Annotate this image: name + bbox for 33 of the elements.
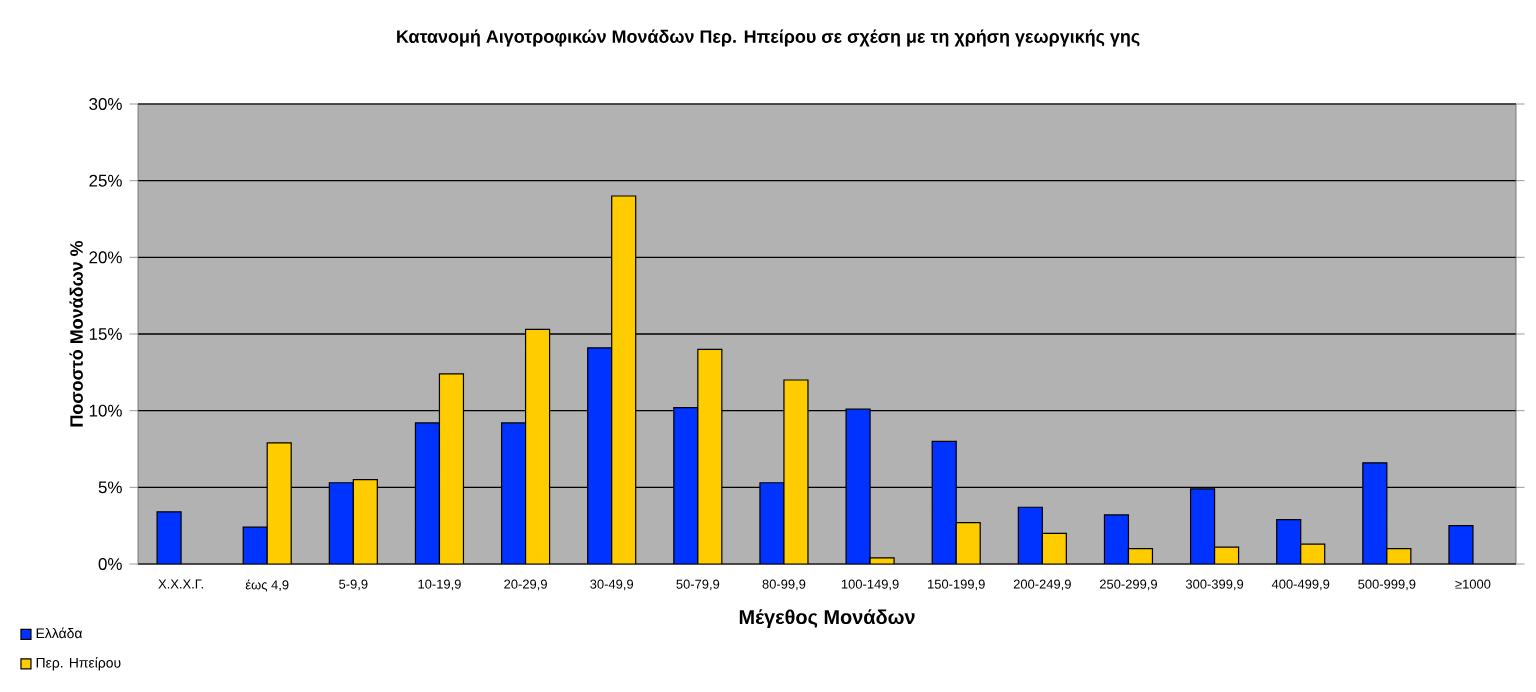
bar (1362, 462, 1388, 564)
y-axis-title: Ποσοστό Μονάδων % (69, 240, 83, 427)
bar (1276, 518, 1302, 564)
bar (1041, 532, 1067, 564)
bar (955, 522, 981, 564)
bar (500, 422, 527, 564)
bar (438, 373, 465, 564)
bar (611, 195, 637, 564)
bar (242, 526, 268, 564)
y-tick-label: 25% (89, 174, 122, 187)
bar (673, 407, 699, 564)
bar (266, 442, 292, 564)
bar (352, 479, 378, 564)
bar (697, 348, 723, 564)
bar (783, 379, 809, 564)
y-tick-label: 0% (98, 558, 122, 570)
bar (328, 482, 354, 564)
chart-title: Κατανομή Αιγοτροφικών Μονάδων Περ. Ηπείρου σε σχέση με τη χρήση γεωργικής γης (397, 29, 1140, 47)
bar (1103, 514, 1130, 564)
bar (1189, 488, 1216, 564)
y-tick-label: 20% (89, 251, 122, 264)
bar (587, 347, 613, 564)
bar (759, 482, 785, 564)
y-tick-label: 10% (89, 404, 122, 417)
y-tick-label: 5% (98, 481, 122, 494)
y-tick-label: 30% (89, 98, 122, 110)
bar (1017, 506, 1043, 564)
bar (414, 422, 441, 564)
x-axis-title: Μέγεθος Μονάδων (739, 609, 915, 629)
bar (845, 408, 871, 564)
y-tick-label: 15% (89, 328, 122, 340)
bar (524, 328, 551, 564)
bar (931, 440, 957, 564)
